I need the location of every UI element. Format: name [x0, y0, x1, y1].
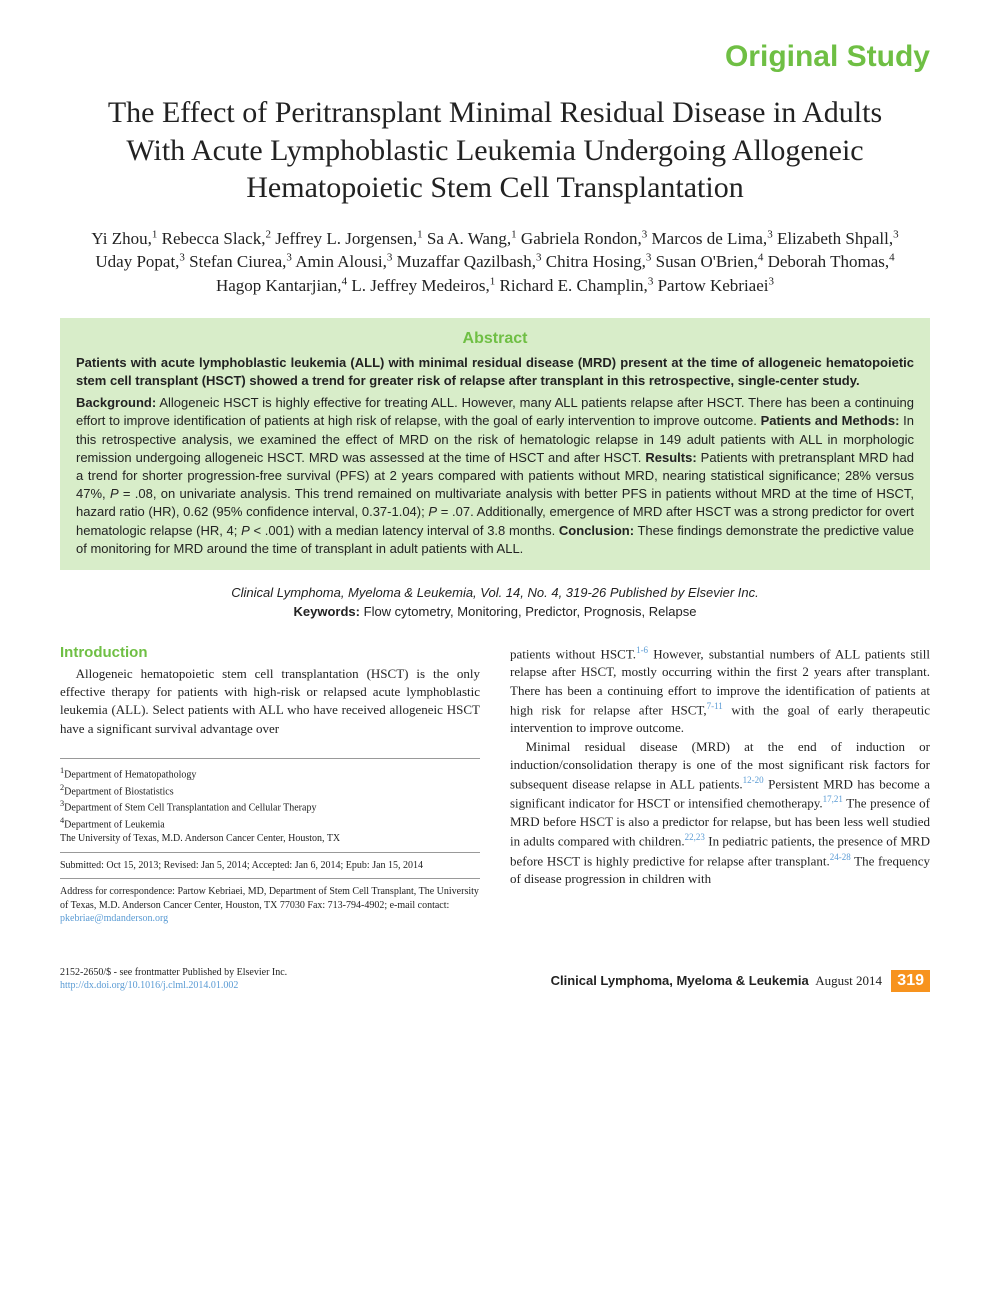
affiliation-item: 2Department of Biostatistics	[60, 782, 480, 799]
keywords-line: Keywords: Flow cytometry, Monitoring, Pr…	[60, 604, 930, 619]
left-column: Introduction Allogeneic hematopoietic st…	[60, 644, 480, 926]
intro-text-left: Allogeneic hematopoietic stem cell trans…	[60, 665, 480, 738]
affiliation-institution: The University of Texas, M.D. Anderson C…	[60, 832, 480, 846]
body-columns: Introduction Allogeneic hematopoietic st…	[60, 644, 930, 926]
affiliation-item: 1Department of Hematopathology	[60, 765, 480, 782]
correspondence: Address for correspondence: Partow Kebri…	[60, 878, 480, 926]
article-type-label: Original Study	[60, 40, 930, 74]
footer-right: Clinical Lymphoma, Myeloma & Leukemia Au…	[551, 970, 930, 992]
right-column: patients without HSCT.1-6 However, subst…	[510, 644, 930, 926]
intro-text-right: patients without HSCT.1-6 However, subst…	[510, 644, 930, 888]
journal-name: Clinical Lymphoma, Myeloma & Leukemia	[551, 973, 809, 988]
keywords-label: Keywords:	[294, 604, 360, 619]
footer-left: 2152-2650/$ - see frontmatter Published …	[60, 966, 287, 992]
citation-line: Clinical Lymphoma, Myeloma & Leukemia, V…	[60, 585, 930, 600]
affiliations-block: 1Department of Hematopathology 2Departme…	[60, 758, 480, 926]
issn-line: 2152-2650/$ - see frontmatter Published …	[60, 966, 287, 979]
affiliation-item: 3Department of Stem Cell Transplantation…	[60, 798, 480, 815]
issue-date: August 2014	[815, 973, 882, 988]
doi-link[interactable]: http://dx.doi.org/10.1016/j.clml.2014.01…	[60, 980, 238, 991]
abstract-heading: Abstract	[76, 330, 914, 348]
journal-page: Original Study The Effect of Peritranspl…	[0, 0, 990, 1022]
article-title: The Effect of Peritransplant Minimal Res…	[90, 94, 900, 207]
author-list: Yi Zhou,1 Rebecca Slack,2 Jeffrey L. Jor…	[80, 227, 910, 298]
abstract-box: Abstract Patients with acute lymphoblast…	[60, 318, 930, 570]
intro-heading: Introduction	[60, 644, 480, 661]
keywords-text: Flow cytometry, Monitoring, Predictor, P…	[364, 604, 697, 619]
correspondence-email-link[interactable]: pkebriae@mdanderson.org	[60, 913, 168, 924]
page-number: 319	[891, 970, 930, 992]
abstract-lead: Patients with acute lymphoblastic leukem…	[76, 354, 914, 390]
submission-dates: Submitted: Oct 15, 2013; Revised: Jan 5,…	[60, 852, 480, 873]
affiliation-item: 4Department of Leukemia	[60, 815, 480, 832]
page-footer: 2152-2650/$ - see frontmatter Published …	[60, 966, 930, 992]
abstract-body: Background: Allogeneic HSCT is highly ef…	[76, 394, 914, 558]
